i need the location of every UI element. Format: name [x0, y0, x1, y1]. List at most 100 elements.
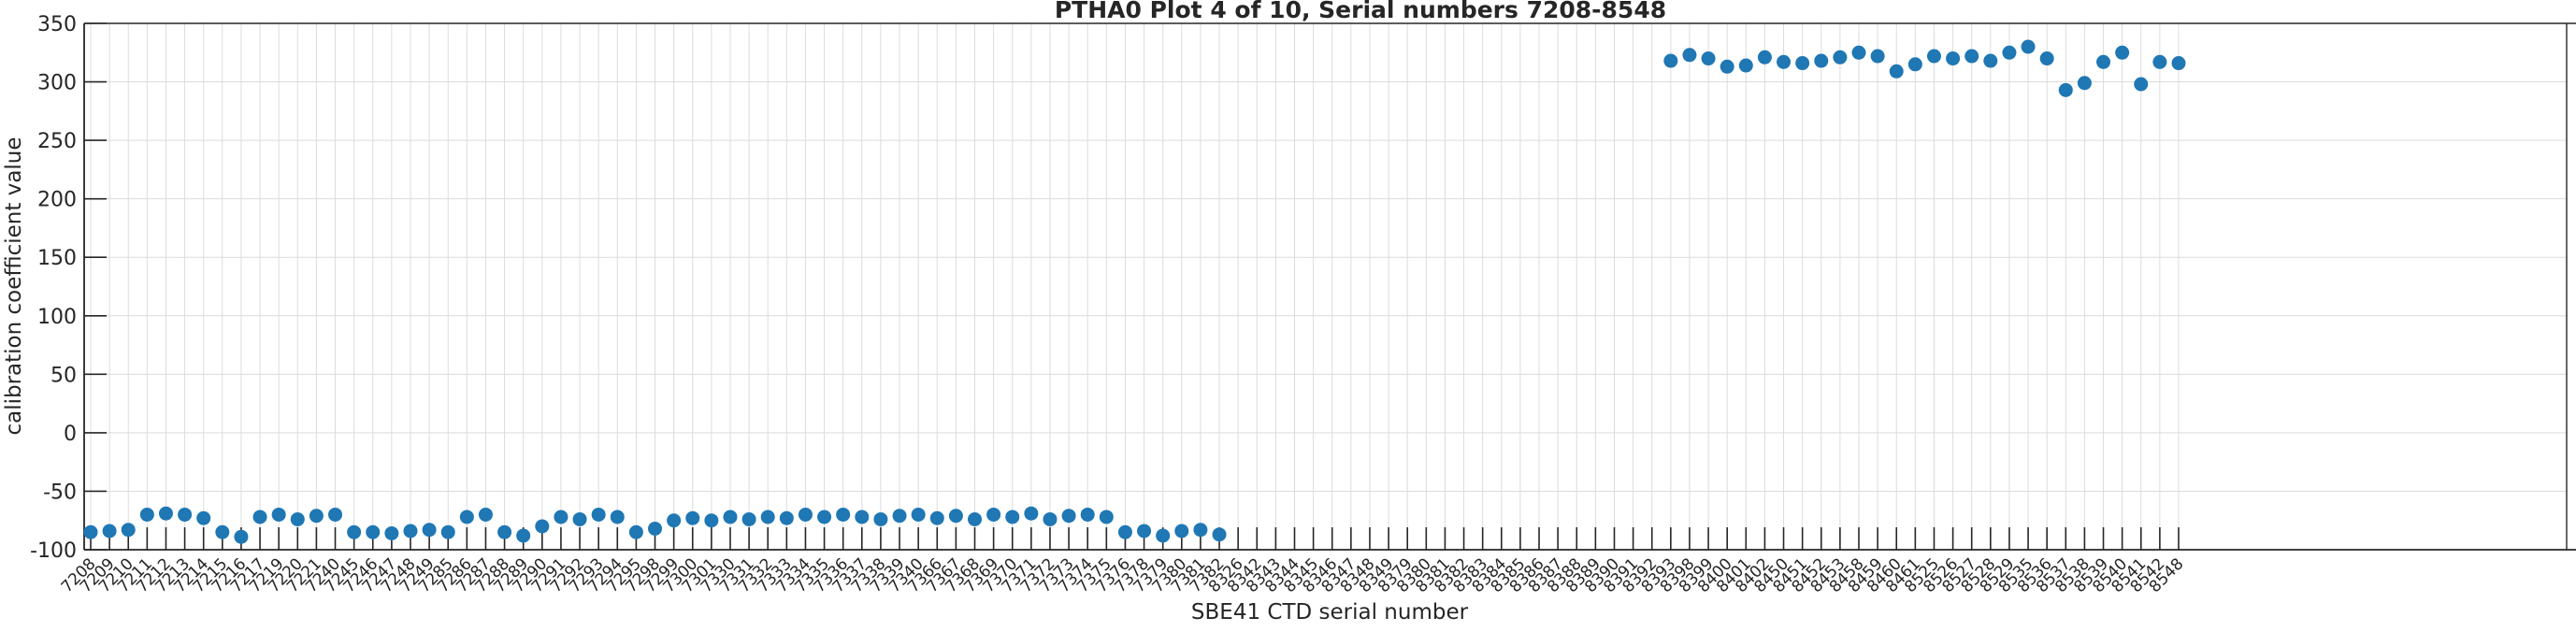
data-point: [836, 507, 851, 522]
y-tick-label: -50: [43, 481, 77, 504]
data-point: [1851, 45, 1866, 60]
data-point: [948, 509, 963, 524]
data-point: [234, 529, 249, 544]
data-point: [2152, 54, 2167, 69]
data-point: [158, 506, 173, 521]
data-point: [535, 519, 550, 534]
data-point: [2171, 56, 2186, 71]
data-point: [1777, 54, 1792, 69]
data-point: [497, 524, 512, 539]
data-point: [102, 524, 117, 539]
data-point: [1946, 51, 1961, 66]
data-point: [554, 510, 568, 524]
data-point: [459, 510, 474, 524]
data-point: [892, 509, 907, 524]
data-point: [779, 510, 794, 525]
data-point: [366, 524, 381, 539]
data-point: [1663, 53, 1678, 68]
data-point: [968, 511, 983, 526]
data-point: [1117, 524, 1132, 539]
data-point: [290, 511, 305, 526]
y-tick-label: 300: [37, 72, 77, 95]
data-point: [628, 524, 643, 539]
data-point: [83, 524, 98, 539]
data-point: [1889, 64, 1904, 79]
data-point: [873, 511, 888, 526]
chart-title: PTHA0 Plot 4 of 10, Serial numbers 7208-…: [1055, 0, 1666, 23]
data-point: [1701, 51, 1716, 66]
data-point: [1156, 528, 1171, 543]
data-point: [667, 513, 682, 528]
data-point: [1738, 58, 1753, 73]
data-points: [83, 39, 2186, 544]
data-point: [516, 528, 531, 543]
data-point: [760, 510, 775, 524]
data-point: [2039, 51, 2054, 66]
data-point: [1212, 527, 1227, 542]
data-point: [855, 510, 870, 524]
data-point: [347, 524, 362, 539]
data-point: [2096, 54, 2111, 69]
data-point: [1757, 50, 1772, 65]
y-tick-label: 0: [64, 423, 77, 446]
data-point: [309, 509, 324, 524]
data-point: [2002, 45, 2017, 60]
data-point: [986, 507, 1001, 522]
data-point: [478, 507, 493, 522]
vertical-gridlines: [90, 23, 2180, 550]
y-axis-label: calibration coefficient value: [2, 136, 26, 435]
data-point: [271, 507, 286, 522]
data-point: [328, 507, 343, 522]
y-ticks: [84, 22, 107, 551]
data-point: [215, 524, 230, 539]
data-point: [1099, 510, 1114, 524]
data-point: [1907, 57, 1922, 72]
data-point: [1043, 511, 1058, 526]
data-point: [403, 524, 418, 539]
data-point: [1983, 53, 1998, 68]
data-point: [685, 510, 700, 525]
data-point: [1174, 524, 1189, 539]
data-point: [2077, 76, 2092, 91]
data-point: [1137, 524, 1152, 539]
data-point: [252, 510, 267, 524]
data-point: [610, 510, 625, 524]
data-point: [178, 507, 193, 522]
data-point: [741, 511, 756, 526]
data-point: [139, 507, 154, 522]
data-point: [121, 523, 136, 538]
y-tick-label: 100: [37, 306, 77, 329]
data-point: [2134, 77, 2149, 92]
y-tick-label: 350: [37, 13, 77, 36]
data-point: [817, 510, 832, 524]
data-point: [1061, 509, 1076, 524]
data-point: [1080, 507, 1095, 522]
data-point: [911, 507, 926, 522]
data-point: [384, 525, 399, 540]
data-point: [440, 524, 455, 539]
data-point: [196, 510, 211, 525]
data-point: [1682, 48, 1697, 63]
horizontal-gridlines: [84, 22, 2567, 551]
data-point: [1870, 49, 1885, 64]
data-point: [2021, 39, 2036, 54]
data-point: [591, 507, 606, 522]
y-tick-label: 150: [37, 247, 77, 270]
data-point: [1814, 53, 1829, 68]
data-point: [1720, 59, 1734, 74]
data-point: [1964, 49, 1979, 64]
data-point: [723, 510, 738, 524]
data-point: [2115, 45, 2130, 60]
data-point: [572, 511, 587, 526]
y-tick-label: 200: [37, 189, 77, 212]
x-axis-label: SBE41 CTD serial number: [1191, 600, 1469, 625]
data-point: [929, 510, 944, 525]
y-tick-label: -100: [30, 539, 77, 563]
y-tick-label: 50: [50, 364, 77, 387]
y-tick-labels: -100 -50 0 50 100 150 200 250 300 350: [30, 13, 77, 563]
y-tick-label: 250: [37, 130, 77, 153]
data-point: [1193, 523, 1208, 538]
data-point: [648, 521, 663, 536]
